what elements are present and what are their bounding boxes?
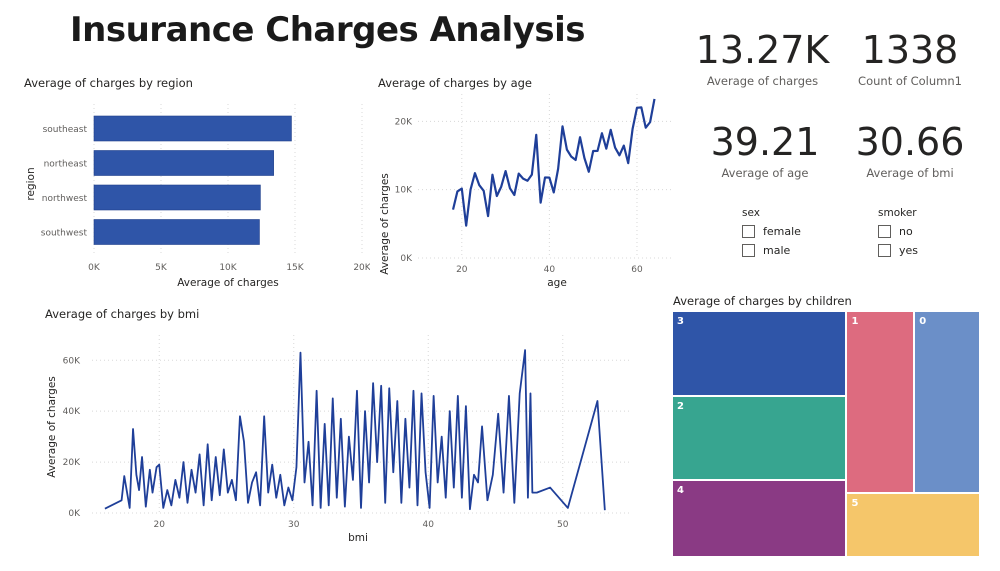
age-x-tick-label: 40 (544, 265, 556, 275)
age-line-chart-visual[interactable]: Average of charges by age 0K 10K 20K 20 40 60… (374, 74, 674, 289)
smoker-slicer-title: smoker (878, 207, 917, 219)
card-value: 30.66 (855, 120, 965, 164)
age-y-tick-label: 10K (395, 186, 413, 196)
children-treemap-visual[interactable]: Average of charges by children 3 2 4 1 0 5 (672, 292, 982, 560)
bmi-y-tick-label: 0K (68, 509, 81, 519)
region-x-tick-label: 0K (88, 263, 101, 273)
treemap-cell-label: 1 (851, 316, 859, 327)
bmi-y-tick-label: 60K (63, 356, 81, 366)
age-chart-title: Average of charges by age (378, 76, 533, 90)
age-x-tick-label: 60 (631, 265, 643, 275)
region-x-tick-label: 5K (155, 263, 168, 273)
smoker-option-no[interactable]: no (878, 225, 978, 238)
bmi-x-tick-label: 20 (154, 520, 166, 530)
region-category-label: northeast (44, 160, 88, 170)
age-y-axis-label: Average of charges (379, 173, 391, 275)
region-bar-southeast[interactable] (93, 115, 292, 142)
option-label: male (763, 244, 791, 257)
checkbox-icon[interactable] (878, 225, 891, 238)
region-x-axis-label: Average of charges (177, 277, 279, 289)
card-label: Average of age (721, 166, 809, 180)
sex-option-male[interactable]: male (742, 244, 852, 257)
card-average-bmi: 30.66 Average of bmi (850, 120, 970, 180)
region-x-tick-label: 15K (286, 263, 304, 273)
region-chart-title: Average of charges by region (24, 76, 193, 90)
region-y-axis-label: region (25, 167, 37, 200)
age-series-line (451, 98, 656, 227)
region-category-label: southeast (43, 125, 88, 135)
age-x-tick-label: 20 (456, 265, 468, 275)
sex-slicer: sex female male (742, 207, 852, 257)
card-label: Average of charges (706, 74, 819, 88)
checkbox-icon[interactable] (878, 244, 891, 257)
option-label: female (763, 225, 801, 238)
treemap-cell-label: 5 (851, 498, 859, 510)
card-value: 39.21 (710, 120, 820, 164)
treemap-cell-children-4[interactable]: 4 (672, 480, 847, 557)
card-count-column1: 1338 Count of Column1 (850, 28, 970, 88)
sex-option-female[interactable]: female (742, 225, 852, 238)
checkbox-icon[interactable] (742, 225, 755, 238)
card-label: Count of Column1 (858, 74, 962, 88)
bmi-x-tick-label: 40 (423, 520, 435, 530)
age-y-tick-label: 0K (400, 254, 413, 264)
children-chart-title: Average of charges by children (673, 294, 852, 308)
bmi-series-line (104, 349, 606, 511)
region-category-label: southwest (41, 229, 88, 239)
region-x-tick-label: 10K (219, 263, 237, 273)
age-line-chart: 0K 10K 20K 20 40 60 age Average of charges (379, 94, 672, 289)
treemap-cell-children-2[interactable]: 2 (672, 396, 847, 481)
region-bar-chart: southeast northeast northwest southwest 0K 5… (25, 104, 370, 289)
page-title: Insurance Charges Analysis (70, 10, 586, 50)
card-value: 1338 (861, 28, 959, 72)
bmi-chart-title: Average of charges by bmi (45, 307, 200, 321)
region-bar-southwest[interactable] (93, 219, 260, 245)
children-treemap: 3 2 4 1 0 5 (672, 311, 980, 557)
card-average-charges: 13.27K Average of charges (690, 28, 835, 88)
region-category-label: northwest (42, 194, 88, 204)
smoker-option-yes[interactable]: yes (878, 244, 978, 257)
treemap-cell-children-1[interactable]: 1 (846, 311, 915, 494)
sex-slicer-title: sex (742, 207, 760, 219)
region-bar-northeast[interactable] (93, 150, 274, 176)
option-label: no (899, 225, 913, 238)
bmi-x-axis-label: bmi (348, 532, 368, 544)
bmi-x-tick-label: 50 (557, 520, 569, 530)
card-value: 13.27K (695, 28, 830, 72)
treemap-cell-children-0[interactable]: 0 (914, 311, 980, 494)
card-average-age: 39.21 Average of age (705, 120, 825, 180)
checkbox-icon[interactable] (742, 244, 755, 257)
age-x-axis-label: age (547, 277, 567, 289)
treemap-cell-label: 2 (677, 401, 684, 413)
bmi-y-tick-label: 20K (63, 458, 81, 468)
bmi-y-tick-label: 40K (63, 407, 81, 417)
smoker-slicer: smoker no yes (878, 207, 978, 257)
bmi-x-tick-label: 30 (288, 520, 300, 530)
region-x-tick-label: 20K (353, 263, 370, 273)
treemap-cell-children-3[interactable]: 3 (672, 311, 847, 397)
treemap-cell-label: 0 (919, 316, 927, 327)
bmi-line-chart: 0K 20K 40K 60K 20 30 40 50 bmi Average of charg… (46, 335, 630, 544)
treemap-cell-label: 4 (677, 485, 684, 497)
treemap-cell-label: 3 (677, 316, 684, 327)
region-bar-northwest[interactable] (93, 184, 261, 211)
card-label: Average of bmi (866, 166, 954, 180)
bmi-y-axis-label: Average of charges (46, 376, 58, 478)
option-label: yes (899, 244, 919, 257)
region-bar-chart-visual[interactable]: Average of charges by region southeast no… (20, 74, 370, 289)
age-y-tick-label: 20K (395, 117, 413, 127)
bmi-line-chart-visual[interactable]: Average of charges by bmi 0K 20K 40K 60K 20 3… (40, 305, 640, 550)
treemap-cell-children-5[interactable]: 5 (846, 493, 980, 557)
